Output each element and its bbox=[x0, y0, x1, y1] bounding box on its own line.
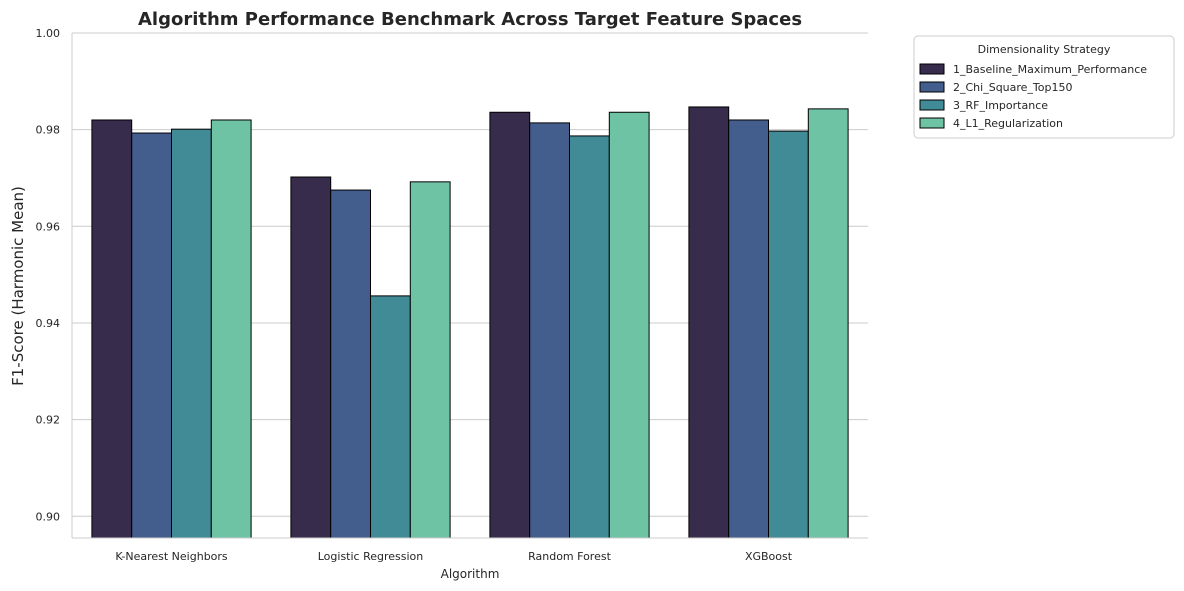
x-tick-labels: K-Nearest Neighbors Logistic Regression Ra… bbox=[115, 550, 792, 563]
bar-2-1 bbox=[290, 176, 332, 539]
x-tick-label: XGBoost bbox=[745, 550, 793, 563]
legend-entry: 1_Baseline_Maximum_Performance bbox=[953, 63, 1147, 76]
y-tick-label: 0.94 bbox=[36, 317, 61, 330]
legend-swatch bbox=[919, 81, 945, 93]
bar-3-4 bbox=[608, 111, 650, 539]
legend-swatch bbox=[919, 117, 945, 129]
bar-1-1 bbox=[91, 119, 133, 539]
bar-4-4 bbox=[807, 108, 849, 539]
bar-4-3 bbox=[768, 130, 809, 539]
bar-2-4 bbox=[409, 181, 451, 539]
x-axis-label: Algorithm bbox=[441, 567, 500, 581]
x-tick-label: K-Nearest Neighbors bbox=[115, 550, 228, 563]
bar-3-1 bbox=[489, 111, 531, 539]
y-tick-label: 0.98 bbox=[36, 124, 61, 137]
axes bbox=[71, 33, 868, 539]
legend-frame bbox=[913, 35, 1175, 139]
bar-1-2 bbox=[131, 132, 172, 539]
legend-entry: 4_L1_Regularization bbox=[953, 117, 1063, 130]
x-tick-label: Logistic Regression bbox=[318, 550, 424, 563]
bar-1-4 bbox=[210, 119, 252, 539]
bar-4-2 bbox=[728, 119, 770, 539]
y-tick-labels: 0.90 0.92 0.94 0.96 0.98 1.00 bbox=[36, 27, 61, 523]
y-tick-label: 1.00 bbox=[36, 27, 61, 40]
bar-2-2 bbox=[330, 189, 372, 539]
legend-swatch bbox=[919, 63, 945, 75]
y-axis-label: F1-Score (Harmonic Mean) bbox=[9, 186, 27, 386]
legend-items: 1_Baseline_Maximum_Performance 2_Chi_Squa… bbox=[919, 63, 1147, 130]
legend-title: Dimensionality Strategy bbox=[978, 43, 1111, 56]
legend-swatch bbox=[919, 99, 945, 111]
y-tick-label: 0.90 bbox=[36, 510, 61, 523]
legend-entry: 3_RF_Importance bbox=[953, 99, 1048, 112]
bars bbox=[91, 106, 849, 539]
bar-2-3 bbox=[370, 295, 411, 539]
legend-entry: 2_Chi_Square_Top150 bbox=[953, 81, 1073, 94]
y-tick-label: 0.92 bbox=[36, 414, 61, 427]
bar-3-2 bbox=[529, 122, 571, 539]
bar-3-3 bbox=[569, 135, 610, 539]
chart-title: Algorithm Performance Benchmark Across T… bbox=[138, 9, 802, 30]
bar-4-1 bbox=[688, 106, 730, 539]
y-tick-label: 0.96 bbox=[36, 220, 61, 233]
x-tick-label: Random Forest bbox=[528, 550, 611, 563]
legend: Dimensionality Strategy 1_Baseline_Maxim… bbox=[913, 35, 1175, 139]
bar-1-3 bbox=[171, 128, 212, 539]
